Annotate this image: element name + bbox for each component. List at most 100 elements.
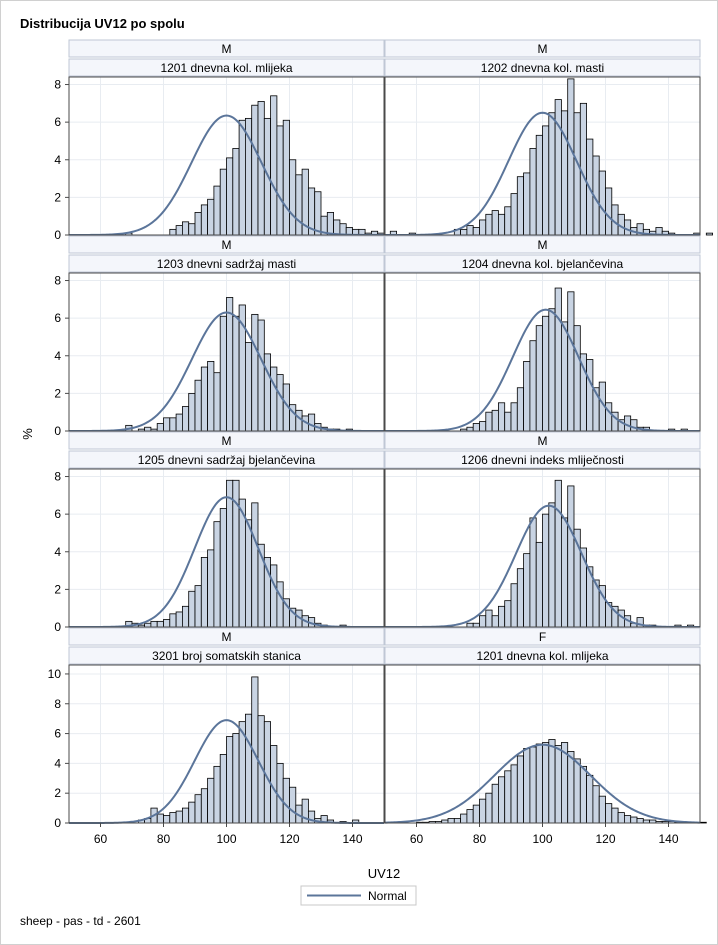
histogram-bar: [181, 221, 190, 236]
panel-frame: [68, 468, 385, 628]
histogram-bar: [472, 227, 480, 236]
panel-6: M 1206 dnevni indeks mliječnosti: [384, 431, 701, 628]
histogram-bar: [207, 549, 215, 628]
x-tick-label: 60: [410, 832, 424, 846]
x-axis-label: UV12: [368, 866, 401, 881]
panel-trait-label: 1202 dnevna kol. masti: [481, 61, 604, 75]
histogram-bar: [270, 95, 278, 236]
histogram-bar: [289, 159, 297, 236]
histogram-bar: [567, 291, 575, 432]
histogram-bar: [497, 605, 506, 628]
histogram-bar: [535, 541, 543, 628]
histogram-bar: [624, 815, 632, 824]
x-tick-label: 80: [473, 832, 487, 846]
histogram-bar: [238, 119, 246, 236]
histogram-bar: [226, 157, 234, 236]
panel-trait-label: 1205 dnevni sadržaj bjelančevina: [138, 453, 316, 467]
histogram-bar: [188, 801, 196, 824]
panel-trait-header: [384, 646, 701, 665]
histogram-bar: [219, 315, 227, 432]
histogram-bar: [605, 187, 613, 236]
histogram-bar: [466, 622, 474, 628]
y-tick-label: 2: [54, 582, 61, 596]
histogram-bar: [535, 743, 543, 824]
histogram-bar: [567, 751, 575, 824]
histogram-bar: [339, 223, 347, 236]
panel-frame: [384, 272, 701, 432]
histogram-bar: [194, 379, 202, 432]
histogram-bar: [175, 810, 183, 824]
histogram-bar: [497, 776, 506, 824]
histogram-bar: [466, 809, 474, 824]
histogram-bar: [244, 519, 253, 628]
normal-curve: [384, 743, 701, 824]
histogram-panels: M 1201 dnevna kol. mlijeka 0 2 4 6 8 M 1202 dnev…: [48, 39, 713, 846]
histogram-bar: [181, 807, 190, 824]
histogram-bar: [232, 315, 240, 432]
histogram-bar: [497, 213, 506, 236]
y-tick-label: 0: [54, 816, 61, 830]
histogram-bar: [504, 206, 512, 236]
histogram-bar: [548, 308, 556, 432]
histogram-bar: [163, 815, 171, 824]
panel-5: M 1205 dnevni sadržaj bjelančevina 0 2 4 6 8: [54, 431, 385, 634]
histogram-bar: [510, 764, 518, 824]
histogram-bar: [194, 212, 202, 236]
histogram-bar: [156, 620, 164, 628]
histogram-bar: [624, 219, 632, 236]
histogram-bar: [200, 788, 209, 824]
histogram-bar: [605, 803, 613, 824]
y-tick-label: 4: [54, 153, 61, 167]
histogram-bar: [251, 313, 259, 432]
panel-trait-header: [68, 58, 385, 77]
panel-trait-label: 3201 broj somatskih stanica: [152, 649, 301, 663]
histogram-bar: [460, 813, 468, 824]
histogram-bar: [485, 609, 493, 628]
histogram-bar: [523, 748, 531, 824]
histogram-bar: [466, 426, 474, 432]
histogram-bar: [295, 409, 303, 432]
footnote: sheep - pas - td - 2601: [20, 914, 141, 928]
histogram-bar: [295, 174, 303, 236]
histogram-bar: [163, 619, 171, 628]
histogram-bar: [226, 297, 234, 432]
histogram-bar: [523, 172, 531, 236]
panel-sex-label: M: [222, 42, 232, 56]
histogram-bar: [573, 112, 581, 236]
histogram-bar: [491, 783, 499, 824]
histogram-bar: [226, 479, 234, 628]
y-tick-label: 4: [54, 756, 61, 770]
histogram-bar: [144, 426, 152, 432]
histogram-bar: [194, 585, 202, 628]
histogram-bar: [156, 423, 164, 432]
histogram-bar: [219, 508, 227, 628]
histogram-bar: [535, 325, 543, 432]
normal-curve: [68, 114, 385, 236]
y-tick-label: 0: [54, 228, 61, 242]
panel-trait-header: [384, 254, 701, 273]
histogram-bar: [561, 517, 569, 628]
histogram-bar: [200, 557, 209, 628]
histogram-bar: [516, 755, 524, 824]
histogram-bar: [598, 170, 606, 236]
histogram-bar: [491, 210, 499, 236]
histogram-bar: [244, 713, 253, 824]
histogram-bar: [479, 421, 487, 432]
histogram-bar: [307, 413, 316, 432]
panel-frame: [68, 76, 385, 236]
histogram-bar: [523, 361, 531, 432]
histogram-bar: [181, 605, 190, 628]
histogram-bar: [213, 185, 221, 236]
histogram-bar: [460, 228, 468, 236]
x-tick-label: 100: [216, 832, 236, 846]
histogram-bar: [276, 581, 284, 628]
histogram-bar: [579, 765, 587, 824]
y-tick-label: 4: [54, 349, 61, 363]
histogram-bar: [699, 821, 707, 824]
y-tick-label: 8: [54, 274, 61, 288]
histogram-bar: [213, 765, 221, 824]
histogram-bar: [523, 553, 531, 628]
figure-title: Distribucija UV12 po spolu: [20, 16, 185, 31]
y-tick-label: 8: [54, 697, 61, 711]
